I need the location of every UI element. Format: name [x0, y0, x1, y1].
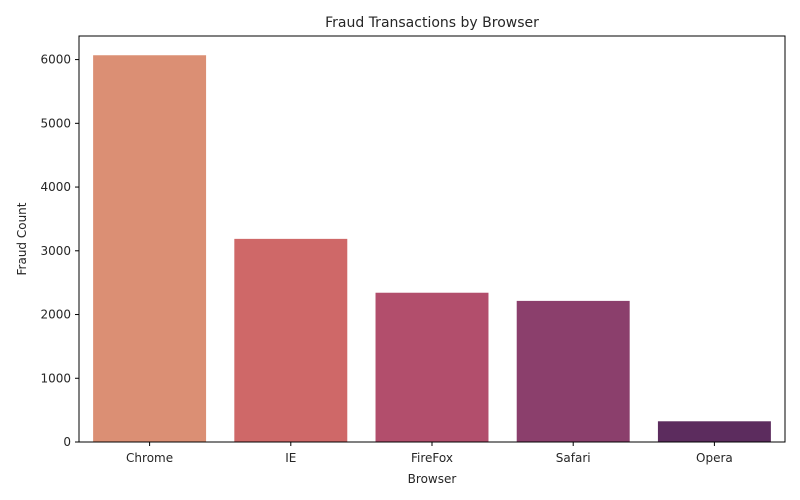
bars — [93, 55, 771, 442]
y-tick-label: 5000 — [40, 116, 71, 130]
y-axis: 0 1000 2000 3000 4000 5000 6000 — [40, 53, 79, 449]
y-tick-label: 4000 — [40, 180, 71, 194]
y-tick-label: 1000 — [40, 371, 71, 385]
y-axis-label: Fraud Count — [15, 202, 29, 275]
x-tick-label: IE — [285, 451, 296, 465]
y-tick-label: 6000 — [40, 53, 71, 67]
bar-chrome — [93, 55, 207, 442]
bar-opera — [657, 421, 771, 442]
chart-title: Fraud Transactions by Browser — [325, 15, 539, 31]
plot-frame — [78, 35, 786, 443]
bar-safari — [516, 300, 630, 442]
y-tick-label: 3000 — [40, 244, 71, 258]
y-tick-label: 2000 — [40, 308, 71, 322]
bar-ie — [234, 238, 348, 442]
y-tick-label: 0 — [63, 435, 71, 449]
bar-firefox — [375, 292, 489, 442]
x-tick-label: Safari — [556, 451, 591, 465]
x-tick-label: Opera — [696, 451, 733, 465]
x-tick-label: Chrome — [126, 451, 173, 465]
x-tick-label: FireFox — [411, 451, 453, 465]
x-axis-label: Browser — [408, 472, 457, 486]
x-axis: Chrome IE FireFox Safari Opera — [126, 442, 733, 465]
